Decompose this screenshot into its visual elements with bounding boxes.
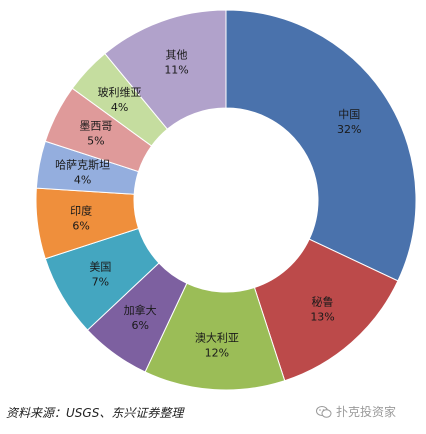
slices-group [35, 9, 417, 391]
slice-value-label: 4% [111, 101, 128, 114]
slice-category-label: 澳大利亚 [195, 331, 239, 345]
watermark-text: 扑克投资家 [336, 405, 397, 419]
labels-group: 中国 32% 秘鲁 13% 澳大利亚 12% 加拿大 6% 美国 7% 印度 6% 哈萨克斯坦 4% 墨西哥… [55, 49, 361, 360]
slice-9 [104, 9, 227, 130]
slice-value-label: 6% [131, 319, 148, 332]
slice-value-label: 7% [92, 275, 109, 288]
slice-category-label: 印度 [70, 203, 92, 217]
slice-value-label: 11% [164, 64, 188, 77]
slice-category-label: 玻利维亚 [98, 86, 142, 99]
slice-value-label: 4% [74, 174, 91, 187]
slice-value-label: 6% [72, 219, 89, 232]
slice-category-label: 其他 [166, 49, 188, 62]
slice-category-label: 秘鲁 [312, 295, 334, 309]
source-note: 资料来源：USGS、东兴证券整理 [6, 406, 184, 420]
slice-value-label: 13% [310, 311, 334, 324]
slice-value-label: 5% [87, 135, 104, 148]
watermark: 扑克投资家 [316, 403, 396, 420]
donut-chart: 中国 32% 秘鲁 13% 澳大利亚 12% 加拿大 6% 美国 7% 印度 6% 哈萨克斯坦 4% 墨西哥… [35, 9, 417, 391]
slice-value-label: 32% [337, 123, 361, 136]
slice-category-label: 墨西哥 [79, 120, 112, 133]
slice-category-label: 加拿大 [124, 303, 157, 317]
slice-category-label: 美国 [89, 260, 111, 273]
slice-category-label: 哈萨克斯坦 [55, 158, 110, 172]
wechat-icon [316, 405, 332, 418]
slice-value-label: 12% [205, 347, 229, 360]
slice-0 [225, 9, 417, 282]
slice-category-label: 中国 [338, 108, 360, 121]
